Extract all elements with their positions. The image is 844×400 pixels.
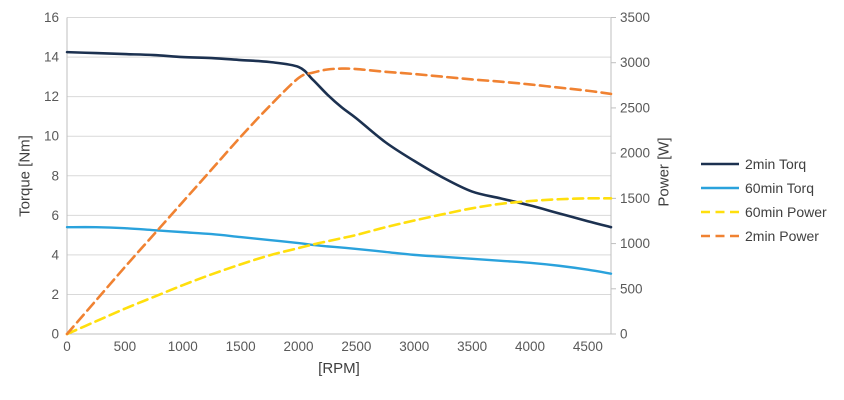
legend-item-60min-power: 60min Power [701, 200, 827, 224]
right-tick-label: 3000 [620, 55, 650, 70]
right-tick-label: 500 [620, 281, 643, 296]
legend-swatch [701, 186, 739, 190]
left-tick-label: 16 [44, 10, 59, 25]
legend: 2min Torq 60min Torq 60min Power 2min Power [701, 152, 827, 248]
legend-swatch [701, 210, 739, 214]
right-tick-label: 2000 [620, 146, 650, 161]
x-tick-label: 2500 [341, 339, 371, 354]
right-tick-label: 1500 [620, 191, 650, 206]
legend-label: 2min Torq [745, 156, 807, 172]
right-axis-title: Power [W] [655, 137, 673, 207]
legend-item-60min-torq: 60min Torq [701, 176, 827, 200]
series-line-2min-power [65, 67, 613, 336]
left-tick-label: 4 [51, 247, 59, 262]
left-tick-label: 10 [44, 129, 59, 144]
x-tick-label: 3500 [457, 339, 487, 354]
x-tick-label: 4000 [515, 339, 545, 354]
left-tick-label: 12 [44, 89, 59, 104]
left-tick-label: 6 [51, 208, 59, 223]
legend-label: 2min Power [745, 228, 819, 244]
right-tick-label: 1000 [620, 236, 650, 251]
x-tick-label: 2000 [283, 339, 313, 354]
left-axis-title: Torque [Nm] [16, 135, 34, 217]
x-tick-label: 500 [114, 339, 137, 354]
x-tick-label: 3000 [399, 339, 429, 354]
legend-item-2min-torq: 2min Torq [701, 152, 827, 176]
legend-swatch [701, 234, 739, 238]
left-tick-label: 14 [44, 50, 60, 65]
left-tick-label: 2 [51, 287, 59, 302]
x-tick-label: 0 [63, 339, 71, 354]
series-line-60min-power [65, 196, 613, 336]
left-tick-label: 8 [51, 168, 59, 183]
right-tick-label: 2500 [620, 100, 650, 115]
right-tick-label: 0 [620, 327, 628, 342]
series-line-60min-torq [65, 225, 613, 275]
legend-item-2min-power: 2min Power [701, 224, 827, 248]
x-tick-label: 4500 [573, 339, 603, 354]
legend-swatch [701, 162, 739, 166]
right-tick-label: 3500 [620, 10, 650, 25]
x-axis-title: [RPM] [318, 360, 360, 377]
legend-label: 60min Power [745, 204, 827, 220]
legend-label: 60min Torq [745, 180, 815, 196]
x-tick-label: 1500 [226, 339, 256, 354]
left-tick-label: 0 [51, 327, 59, 342]
x-tick-label: 1000 [168, 339, 198, 354]
